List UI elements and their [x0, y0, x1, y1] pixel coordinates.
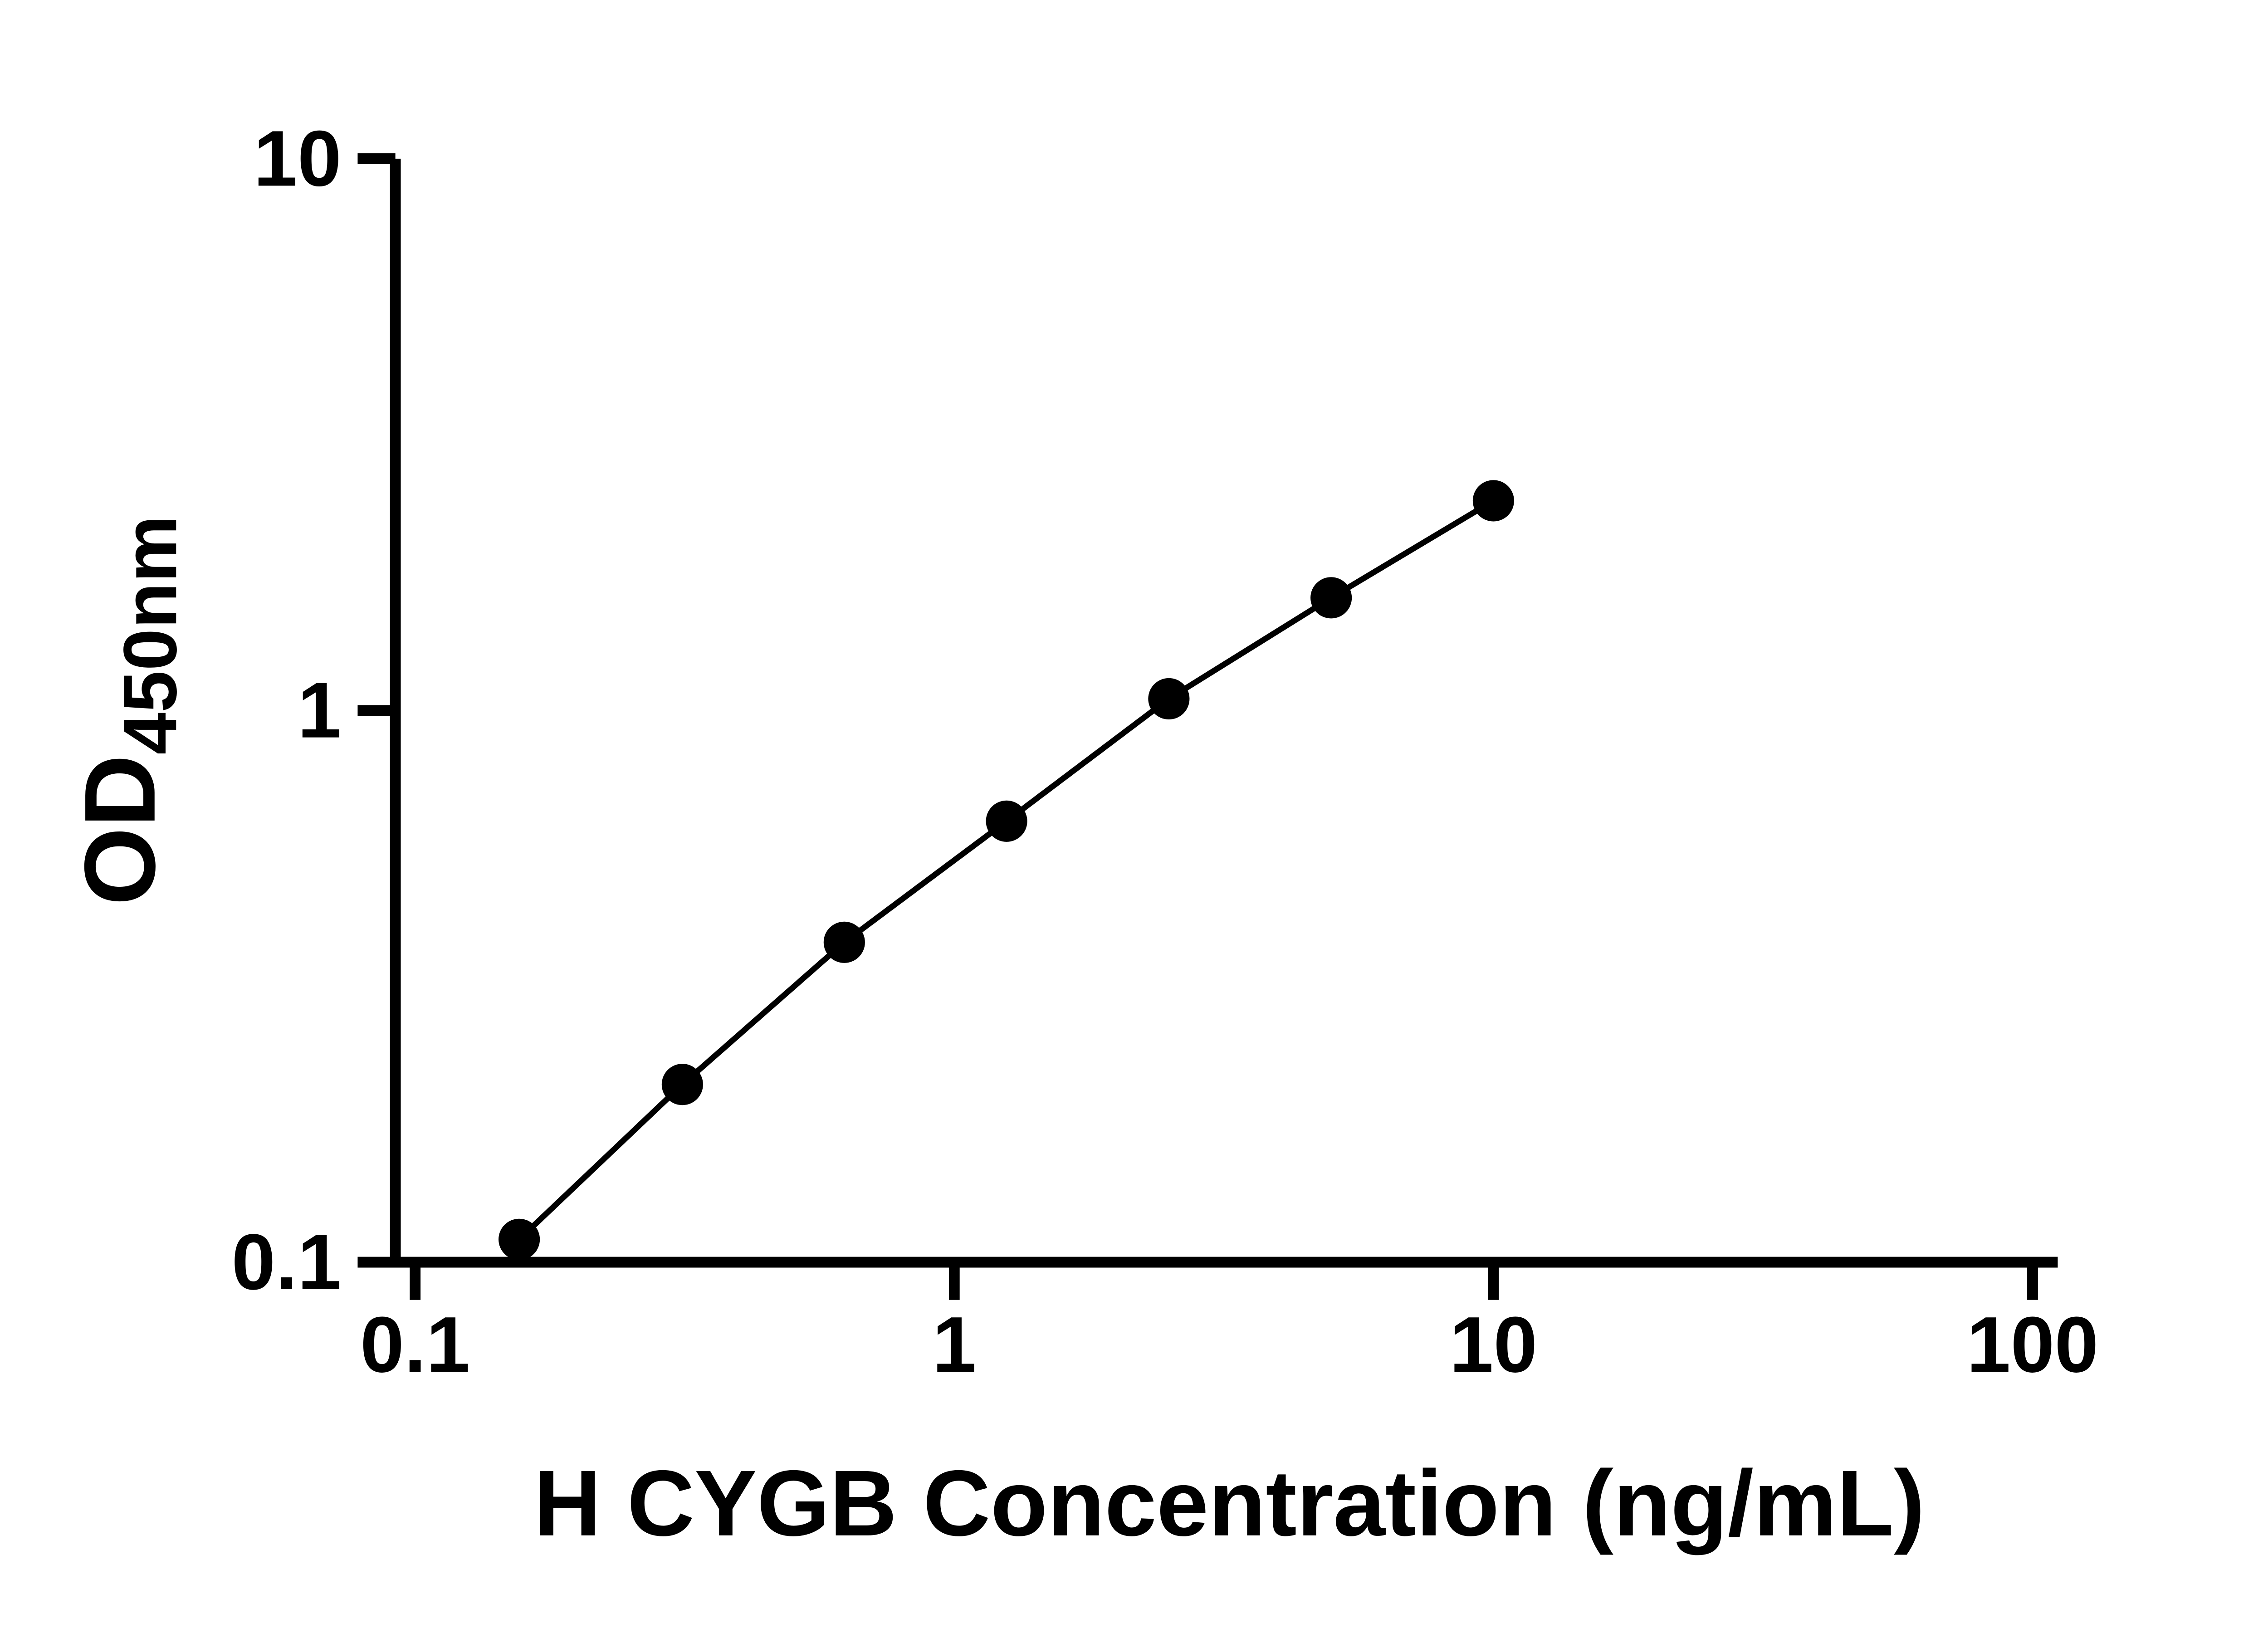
x-tick-label: 0.1 [360, 1300, 470, 1389]
data-point [1310, 577, 1352, 619]
data-point [661, 1064, 703, 1105]
y-axis-title-sub: 450nm [108, 515, 192, 754]
data-point [823, 921, 865, 963]
x-tick-label: 1 [932, 1300, 976, 1389]
ticks-layer: 0.1 1 10 100 0.1 1 10 [231, 114, 2098, 1389]
data-point [1148, 678, 1190, 720]
axis-lines [390, 158, 2058, 1268]
curve-line [516, 498, 1496, 1242]
y-tick-label: 0.1 [231, 1217, 341, 1306]
data-point [499, 1218, 540, 1260]
y-tick-label: 1 [298, 666, 342, 754]
y-axis-title-main: OD [64, 754, 176, 905]
x-tick-label: 100 [1967, 1300, 2099, 1389]
y-axis-title: OD450nm [64, 515, 193, 905]
series-layer [499, 480, 1514, 1260]
x-tick-label: 10 [1449, 1300, 1537, 1389]
y-tick-label: 10 [254, 114, 342, 202]
data-point [986, 800, 1027, 842]
data-point [1472, 480, 1514, 522]
x-axis-title: H CYGB Concentration (ng/mL) [533, 1451, 1925, 1555]
axes-layer [390, 158, 2058, 1268]
